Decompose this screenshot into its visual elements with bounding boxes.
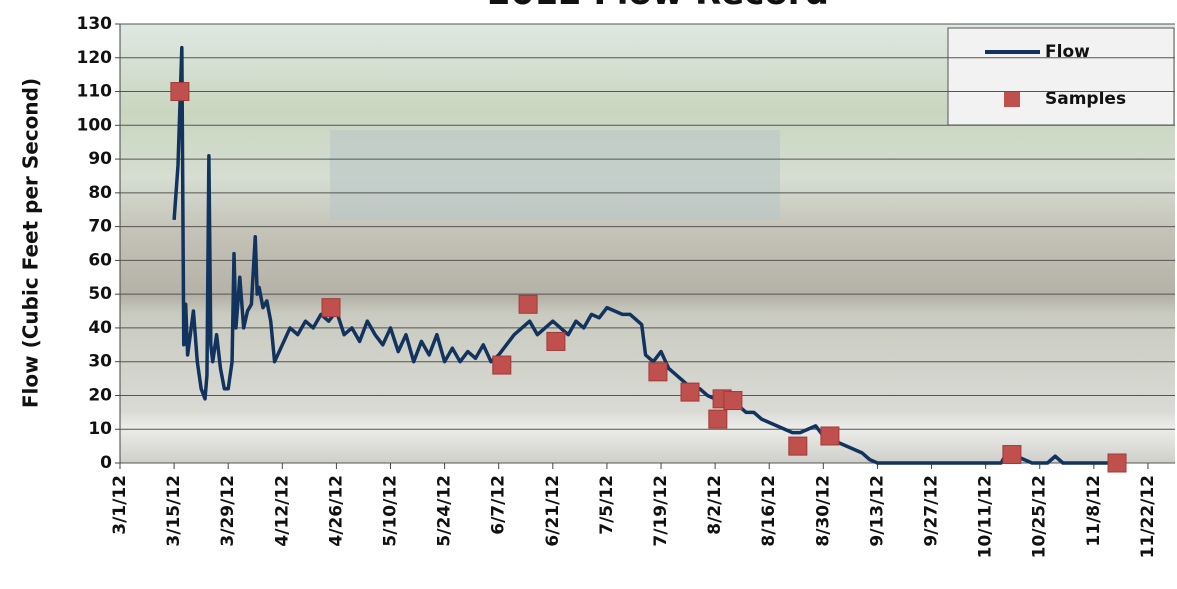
y-tick-label: 110 — [77, 82, 113, 102]
y-tick-label: 30 — [88, 352, 112, 372]
sample-point — [820, 426, 840, 446]
y-tick-label: 10 — [88, 419, 112, 439]
sample-point — [170, 82, 190, 102]
x-tick-label: 6/7/12 — [489, 475, 509, 535]
sample-point — [546, 331, 566, 351]
sample-point — [1002, 445, 1022, 465]
sample-point — [1107, 453, 1127, 473]
x-tick-label: 3/1/12 — [110, 475, 130, 535]
legend-label: Samples — [1045, 89, 1126, 109]
y-axis-title: Flow (Cubic Feet per Second) — [19, 78, 43, 408]
y-tick-label: 50 — [88, 284, 112, 304]
x-tick-label: 7/19/12 — [651, 475, 671, 547]
y-tick-label: 0 — [100, 453, 112, 473]
y-tick-label: 80 — [88, 183, 112, 203]
legend-label: Flow — [1045, 42, 1090, 62]
y-tick-label: 20 — [88, 385, 112, 405]
legend-marker — [1004, 91, 1020, 107]
y-tick-label: 100 — [77, 115, 113, 135]
y-tick-label: 40 — [88, 318, 112, 338]
y-tick-label: 70 — [88, 217, 112, 237]
x-tick-label: 3/29/12 — [218, 475, 238, 547]
sample-point — [680, 382, 700, 402]
x-tick-label: 8/2/12 — [705, 475, 725, 535]
x-tick-label: 7/5/12 — [597, 475, 617, 535]
x-tick-label: 10/11/12 — [976, 475, 996, 558]
x-tick-label: 10/25/12 — [1030, 475, 1050, 558]
y-tick-label: 90 — [88, 149, 112, 169]
legend: Flow Samples — [947, 27, 1175, 126]
x-tick-label: 11/8/12 — [1084, 475, 1104, 547]
sample-point — [788, 436, 808, 456]
x-tick-label: 4/26/12 — [326, 475, 346, 547]
sample-point — [492, 355, 512, 375]
x-tick-label: 5/10/12 — [381, 475, 401, 547]
x-tick-label: 9/27/12 — [922, 475, 942, 547]
y-tick-label: 130 — [77, 14, 113, 34]
x-tick-label: 8/30/12 — [813, 475, 833, 547]
x-tick-label: 9/13/12 — [867, 475, 887, 547]
y-tick-label: 60 — [88, 250, 112, 270]
x-tick-label: 4/12/12 — [272, 475, 292, 547]
sample-point — [648, 362, 668, 382]
x-tick-label: 11/22/12 — [1138, 475, 1158, 558]
sample-point — [708, 409, 728, 429]
x-tick-label: 5/24/12 — [435, 475, 455, 547]
x-tick-label: 6/21/12 — [543, 475, 563, 547]
x-tick-label: 3/15/12 — [164, 475, 184, 547]
sample-point — [723, 391, 743, 411]
y-tick-label: 120 — [77, 48, 113, 68]
sample-point — [321, 298, 341, 318]
sample-point — [518, 294, 538, 314]
background-water — [330, 130, 780, 220]
chart-title: 2012 Flow Record — [487, 0, 829, 13]
legend-box — [947, 27, 1175, 126]
x-tick-label: 8/16/12 — [759, 475, 779, 547]
